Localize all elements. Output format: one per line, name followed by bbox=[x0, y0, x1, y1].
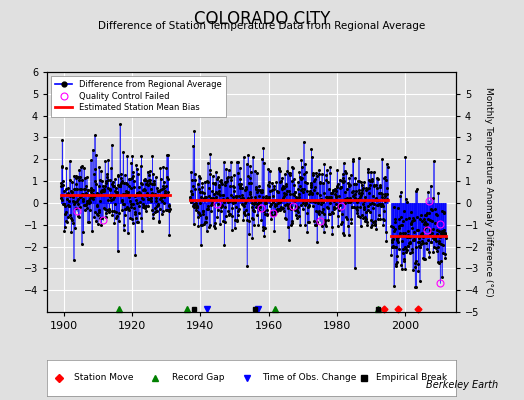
Text: Empirical Break: Empirical Break bbox=[376, 374, 447, 382]
Text: Record Gap: Record Gap bbox=[172, 374, 224, 382]
Text: COLORADO CITY: COLORADO CITY bbox=[194, 10, 330, 28]
Text: Station Move: Station Move bbox=[74, 374, 133, 382]
Y-axis label: Monthly Temperature Anomaly Difference (°C): Monthly Temperature Anomaly Difference (… bbox=[484, 87, 493, 297]
Text: Berkeley Earth: Berkeley Earth bbox=[425, 380, 498, 390]
Legend: Difference from Regional Average, Quality Control Failed, Estimated Station Mean: Difference from Regional Average, Qualit… bbox=[51, 76, 226, 116]
Text: Difference of Station Temperature Data from Regional Average: Difference of Station Temperature Data f… bbox=[99, 21, 425, 31]
Text: Time of Obs. Change: Time of Obs. Change bbox=[262, 374, 356, 382]
